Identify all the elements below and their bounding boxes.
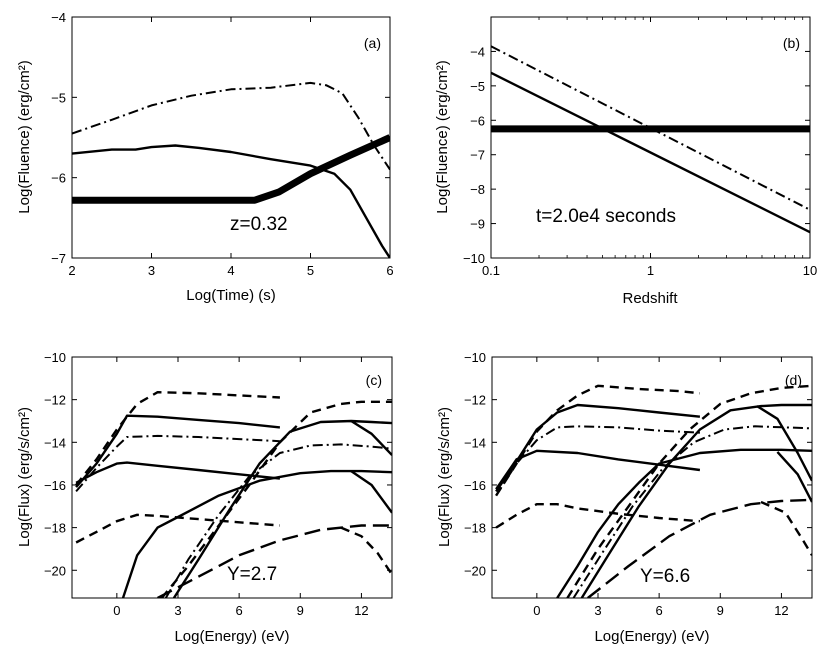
panel-b-ytick-label: −8 bbox=[470, 182, 485, 197]
panel-d-series-8 bbox=[572, 425, 812, 598]
panel-a-annotation: z=0.32 bbox=[230, 214, 288, 235]
panel-a: (a) z=0.32 Log(Time) (s) Log(Fluence) (e… bbox=[16, 10, 394, 304]
panel-d-series-11 bbox=[587, 498, 812, 598]
panel-a-ylabel: Log(Fluence) (erg/cm²) bbox=[16, 60, 33, 213]
panel-a-xtick-label: 5 bbox=[307, 263, 314, 278]
panel-c-series-9 bbox=[121, 469, 392, 598]
panel-c-xtick-label: 0 bbox=[113, 603, 120, 618]
panel-b-ytick-label: −6 bbox=[470, 113, 485, 128]
panel-d-series-2 bbox=[495, 425, 700, 497]
panel-c-ytick-label: −14 bbox=[44, 435, 66, 450]
panel-c-ylabel: Log(Flux) (erg/s/cm²) bbox=[16, 407, 33, 547]
panel-c-series-1 bbox=[75, 414, 281, 488]
panel-a-xtick-label: 3 bbox=[148, 263, 155, 278]
panel-d-series-10 bbox=[776, 451, 812, 503]
panel-d-xtick-label: 9 bbox=[717, 603, 724, 618]
panel-b-xtick-label: 0.1 bbox=[482, 263, 500, 278]
panel-a-plot-area bbox=[72, 81, 390, 258]
panel-b-ytick-label: −4 bbox=[470, 44, 485, 59]
panel-c-label: (c) bbox=[366, 372, 382, 388]
panel-c-ytick-label: −10 bbox=[44, 350, 66, 365]
panel-b-ylabel: Log(Fluence) (erg/cm²) bbox=[434, 60, 451, 213]
panel-d-label: (d) bbox=[785, 372, 802, 388]
panel-c-ytick-label: −12 bbox=[44, 393, 66, 408]
panel-d-series-4 bbox=[495, 503, 700, 529]
panel-c-series-4 bbox=[75, 513, 280, 544]
panel-b-ytick-label: −10 bbox=[463, 251, 485, 266]
panel-c-series-6 bbox=[172, 419, 392, 598]
panel-c-series-8 bbox=[164, 443, 392, 598]
panel-d-series-0 bbox=[495, 384, 701, 497]
panel-d-ytick-label: −10 bbox=[464, 350, 486, 365]
panel-b-ytick-label: −7 bbox=[470, 148, 485, 163]
panel-d-ytick-label: −18 bbox=[464, 521, 486, 536]
panel-a-ytick-label: −7 bbox=[51, 251, 66, 266]
panel-d-plot-area bbox=[495, 384, 812, 598]
panel-c-ytick-label: −20 bbox=[44, 563, 66, 578]
panel-d-frame bbox=[491, 356, 813, 599]
panel-d-xtick-label: 3 bbox=[594, 603, 601, 618]
panel-b: (b) t=2.0e4 seconds Redshift Log(Fluence… bbox=[434, 16, 817, 307]
panel-c-series-10 bbox=[350, 470, 392, 514]
panel-d-xtick-label: 12 bbox=[774, 603, 788, 618]
panel-c-plot-area bbox=[75, 391, 392, 598]
panel-c-xlabel: Log(Energy) (eV) bbox=[174, 628, 289, 645]
panel-d-series-6 bbox=[580, 403, 812, 598]
panel-a-label: (a) bbox=[364, 35, 381, 51]
panel-a-xlabel: Log(Time) (s) bbox=[186, 287, 275, 304]
panel-c-xtick-label: 9 bbox=[297, 603, 304, 618]
panel-d-annotation: Y=6.6 bbox=[640, 566, 690, 587]
panel-c-series-3 bbox=[75, 461, 281, 484]
panel-a-ytick-label: −5 bbox=[51, 90, 66, 105]
panel-c-series-11 bbox=[157, 524, 392, 598]
panel-b-xtick-label: 1 bbox=[647, 263, 654, 278]
panel-d-ytick-label: −20 bbox=[464, 563, 486, 578]
panel-b-xtick-label: 10 bbox=[803, 263, 817, 278]
panel-c-series-2 bbox=[75, 434, 280, 493]
panel-a-series-0 bbox=[72, 81, 390, 171]
panel-d-xtick-label: 6 bbox=[656, 603, 663, 618]
panel-b-ytick-label: −5 bbox=[470, 79, 485, 94]
panel-c-frame bbox=[71, 356, 393, 599]
panel-d-series-7 bbox=[756, 405, 812, 482]
panel-b-ytick-label: −9 bbox=[470, 217, 485, 232]
panel-d-series-5 bbox=[566, 384, 812, 598]
panel-b-series-1 bbox=[491, 71, 810, 234]
panel-d-series-3 bbox=[495, 449, 701, 490]
panel-a-series-2 bbox=[72, 134, 390, 204]
panel-d-xlabel: Log(Energy) (eV) bbox=[594, 628, 709, 645]
panel-b-annotation: t=2.0e4 seconds bbox=[536, 206, 676, 227]
panel-a-ytick-label: −6 bbox=[51, 171, 66, 186]
panel-c-ytick-label: −16 bbox=[44, 478, 66, 493]
panel-a-xtick-label: 4 bbox=[227, 263, 234, 278]
panel-c-series-7 bbox=[350, 419, 392, 456]
panel-c-xtick-label: 3 bbox=[174, 603, 181, 618]
panel-b-xlabel: Redshift bbox=[622, 290, 678, 307]
panel-b-label: (b) bbox=[783, 35, 800, 51]
panel-d-series-9 bbox=[556, 448, 812, 598]
panel-d-ytick-label: −16 bbox=[464, 478, 486, 493]
panel-d-ylabel: Log(Flux) (erg/s/cm²) bbox=[436, 407, 453, 547]
panel-d-ytick-label: −14 bbox=[464, 435, 486, 450]
panel-c: (c) Y=2.7 Log(Energy) (eV) Log(Flux) (er… bbox=[16, 350, 393, 645]
panel-a-series-1 bbox=[72, 144, 390, 258]
panel-c-series-0 bbox=[75, 391, 280, 486]
panel-d-series-12 bbox=[760, 500, 812, 556]
panel-b-plot-area bbox=[491, 45, 810, 234]
panel-d-ytick-label: −12 bbox=[464, 393, 486, 408]
panel-c-series-12 bbox=[340, 526, 392, 576]
panel-a-xtick-label: 6 bbox=[386, 263, 393, 278]
panel-c-xtick-label: 12 bbox=[354, 603, 368, 618]
panel-d-series-1 bbox=[495, 403, 701, 493]
panel-d: (d) Y=6.6 Log(Energy) (eV) Log(Flux) (er… bbox=[436, 350, 813, 645]
panel-c-annotation: Y=2.7 bbox=[227, 564, 277, 585]
panel-c-ytick-label: −18 bbox=[44, 521, 66, 536]
panel-d-xtick-label: 0 bbox=[533, 603, 540, 618]
panel-a-xtick-label: 2 bbox=[68, 263, 75, 278]
panel-c-xtick-label: 6 bbox=[236, 603, 243, 618]
panel-a-ytick-label: −4 bbox=[51, 10, 66, 25]
